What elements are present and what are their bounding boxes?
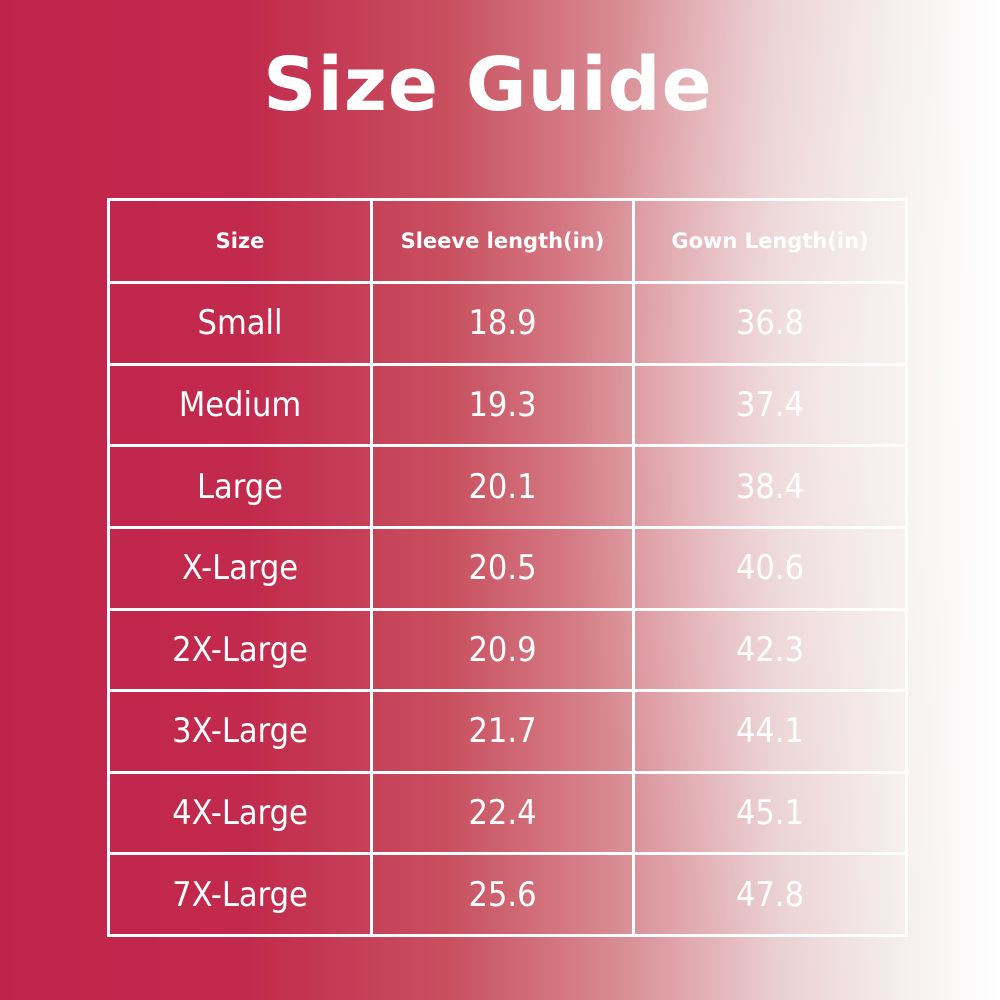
table-cell: 38.4 xyxy=(632,444,908,529)
table-row: 4X-Large 22.4 45.1 xyxy=(107,770,908,856)
table-cell: 40.6 xyxy=(632,525,908,611)
table-row: Small 18.9 36.8 xyxy=(107,281,908,366)
table-row: Medium 19.3 37.4 xyxy=(107,362,908,448)
table-row: X-Large 20.5 40.6 xyxy=(107,525,908,611)
title: Size Guide xyxy=(263,42,713,128)
table-row: 3X-Large 21.7 44.1 xyxy=(107,689,908,774)
table-cell: Small xyxy=(107,281,373,366)
table-cell: Medium xyxy=(107,362,373,448)
table-cell: 20.9 xyxy=(370,607,635,693)
table-cell: 45.1 xyxy=(632,770,908,856)
table-cell: 22.4 xyxy=(370,770,635,856)
table-cell: 18.9 xyxy=(370,281,635,366)
table-cell: 19.3 xyxy=(370,362,635,448)
table-cell: 21.7 xyxy=(370,689,635,774)
table-cell: 42.3 xyxy=(632,607,908,693)
table-row: 7X-Large 25.6 47.8 xyxy=(107,852,908,937)
table-row: Large 20.1 38.4 xyxy=(107,444,908,529)
table-cell: Large xyxy=(107,444,373,529)
table-cell: 47.8 xyxy=(632,852,908,937)
table-body: Small 18.9 36.8 Medium 19.3 37.4 Large 20.1 38.4… xyxy=(107,281,908,937)
column-header: Sleeve length(in) xyxy=(370,198,635,284)
table-cell: 25.6 xyxy=(370,852,635,937)
table-cell: 44.1 xyxy=(632,689,908,774)
table-cell: 3X-Large xyxy=(107,689,373,774)
table-cell: 37.4 xyxy=(632,362,908,448)
size-table: Size Sleeve length(in) Gown Length(in) Sma… xyxy=(107,198,908,937)
table-cell: 36.8 xyxy=(632,281,908,366)
table-cell: X-Large xyxy=(107,525,373,611)
table-cell: 7X-Large xyxy=(107,852,373,937)
table-cell: 20.5 xyxy=(370,525,635,611)
table-cell: 20.1 xyxy=(370,444,635,529)
column-header: Size xyxy=(107,198,373,284)
header-row: Size Sleeve length(in) Gown Length(in) xyxy=(107,198,908,284)
table-row: 2X-Large 20.9 42.3 xyxy=(107,607,908,693)
table-cell: 4X-Large xyxy=(107,770,373,856)
table-head: Size Sleeve length(in) Gown Length(in) xyxy=(107,198,908,284)
table-cell: 2X-Large xyxy=(107,607,373,693)
column-header: Gown Length(in) xyxy=(632,198,908,284)
